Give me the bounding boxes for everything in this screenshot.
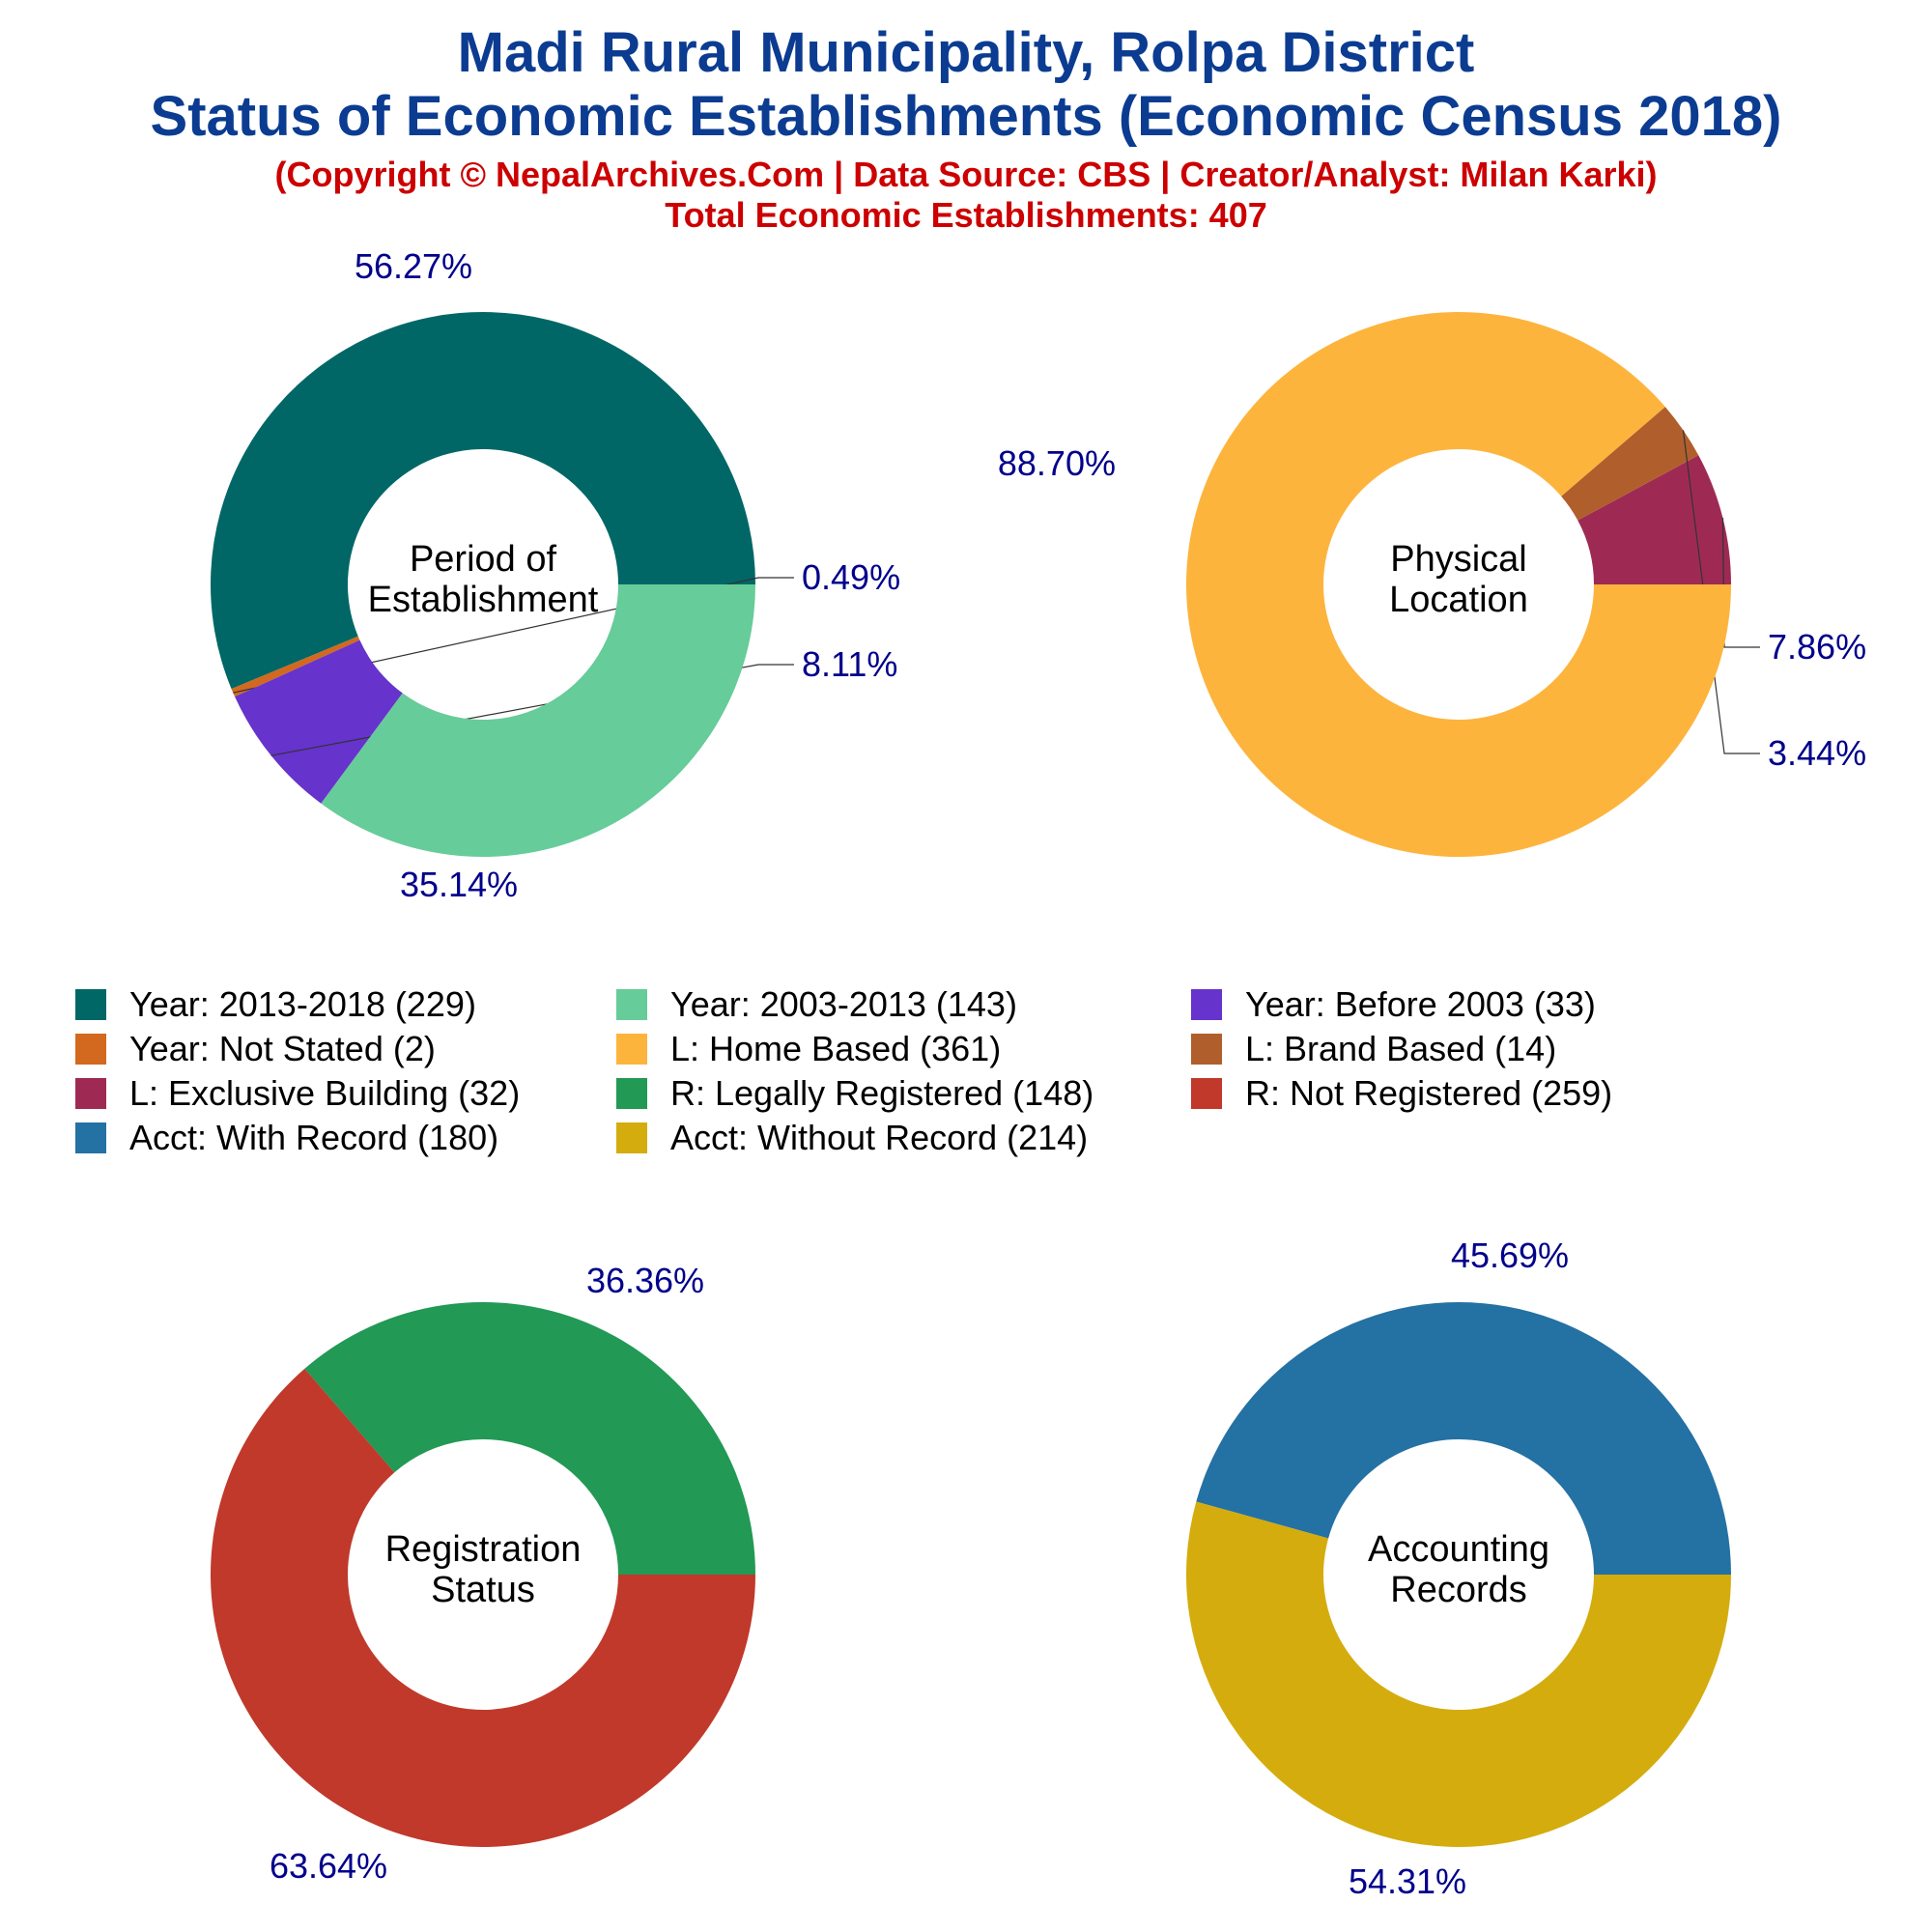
- donut-slice-l-home-based: [1185, 311, 1731, 857]
- donut-slice-r-not-registered: [210, 1368, 755, 1847]
- legend-swatch: [75, 989, 106, 1020]
- donut-center-label: Status: [431, 1570, 535, 1610]
- percent-label: 7.86%: [1768, 627, 1866, 667]
- legend-swatch: [616, 1034, 647, 1065]
- donut-slice-acct-without-record: [1186, 1501, 1731, 1848]
- percent-label: 88.70%: [998, 443, 1116, 483]
- legend-swatch: [75, 1122, 106, 1153]
- legend-swatch: [616, 1122, 647, 1153]
- donut-slice-r-legally-registered: [304, 1302, 755, 1575]
- donut-slice-l-exclusive-building: [1577, 455, 1731, 584]
- donut-center-label: Establishment: [368, 580, 599, 620]
- chart-subtitle-copyright: (Copyright © NepalArchives.Com | Data So…: [274, 155, 1658, 194]
- legend-swatch: [616, 989, 647, 1020]
- percent-label: 56.27%: [355, 246, 472, 286]
- percent-label: 36.36%: [586, 1261, 704, 1300]
- percent-label: 54.31%: [1349, 1861, 1466, 1901]
- legend-label: Year: Not Stated (2): [129, 1029, 436, 1068]
- legend-label: Acct: Without Record (214): [670, 1118, 1089, 1157]
- leader-line: [233, 577, 794, 694]
- legend-item: L: Brand Based (14): [1191, 1028, 1556, 1070]
- donut-slice-year-before-2003: [235, 639, 403, 804]
- donut-slice-year-not-stated: [231, 636, 360, 697]
- donut-center-label: Registration: [385, 1529, 582, 1570]
- donut-slice-l-brand-based: [1561, 407, 1699, 521]
- legend-swatch: [1191, 989, 1222, 1020]
- percent-label: 8.11%: [802, 644, 897, 684]
- chart-header: Madi Rural Municipality, Rolpa District …: [0, 0, 1932, 236]
- chart-title-line-1: Madi Rural Municipality, Rolpa District: [457, 21, 1475, 84]
- legend-swatch: [75, 1034, 106, 1065]
- legend-label: Acct: With Record (180): [129, 1118, 499, 1157]
- percent-label: 63.64%: [270, 1846, 387, 1886]
- donut-slice-year-2003-2013: [321, 584, 755, 857]
- donut-slice-acct-with-record: [1196, 1302, 1731, 1575]
- donut-center-label: Physical: [1390, 539, 1527, 580]
- legend-swatch: [75, 1078, 106, 1109]
- percent-label: 0.49%: [802, 557, 900, 597]
- donut-slice-year-2013-2018: [210, 311, 755, 690]
- legend-item: Year: 2003-2013 (143): [616, 983, 1017, 1026]
- percent-label: 3.44%: [1768, 733, 1866, 773]
- legend-item: L: Exclusive Building (32): [75, 1072, 520, 1115]
- chart-subtitle-total: Total Economic Establishments: 407: [665, 195, 1267, 235]
- donut-center-label: Accounting: [1368, 1529, 1549, 1570]
- legend-label: L: Home Based (361): [670, 1029, 1002, 1068]
- percent-label: 45.69%: [1451, 1236, 1569, 1275]
- leader-line: [1682, 430, 1760, 754]
- legend-item: Year: Not Stated (2): [75, 1028, 436, 1070]
- donut-center-label: Location: [1389, 580, 1528, 620]
- chart-title-line-2: Status of Economic Establishments (Econo…: [150, 85, 1782, 148]
- legend-item: Year: 2013-2018 (229): [75, 983, 476, 1026]
- legend-label: Year: 2003-2013 (143): [670, 984, 1017, 1024]
- legend-item: R: Legally Registered (148): [616, 1072, 1094, 1115]
- percent-label: 35.14%: [400, 865, 518, 904]
- legend-item: Acct: Without Record (214): [616, 1117, 1088, 1159]
- legend-item: Year: Before 2003 (33): [1191, 983, 1596, 1026]
- legend-label: Year: 2013-2018 (229): [129, 984, 476, 1024]
- legend-label: Year: Before 2003 (33): [1245, 984, 1596, 1024]
- legend-label: L: Brand Based (14): [1245, 1029, 1557, 1068]
- legend-item: L: Home Based (361): [616, 1028, 1001, 1070]
- legend-label: L: Exclusive Building (32): [129, 1073, 521, 1113]
- legend-item: R: Not Registered (259): [1191, 1072, 1612, 1115]
- legend-item: Acct: With Record (180): [75, 1117, 498, 1159]
- donut-center-label: Records: [1390, 1570, 1527, 1610]
- legend-swatch: [1191, 1034, 1222, 1065]
- leader-line: [1721, 518, 1760, 648]
- legend-swatch: [616, 1078, 647, 1109]
- donut-center-label: Period of: [410, 539, 557, 580]
- legend-swatch: [1191, 1078, 1222, 1109]
- legend-label: R: Not Registered (259): [1245, 1073, 1613, 1113]
- legend-label: R: Legally Registered (148): [670, 1073, 1094, 1113]
